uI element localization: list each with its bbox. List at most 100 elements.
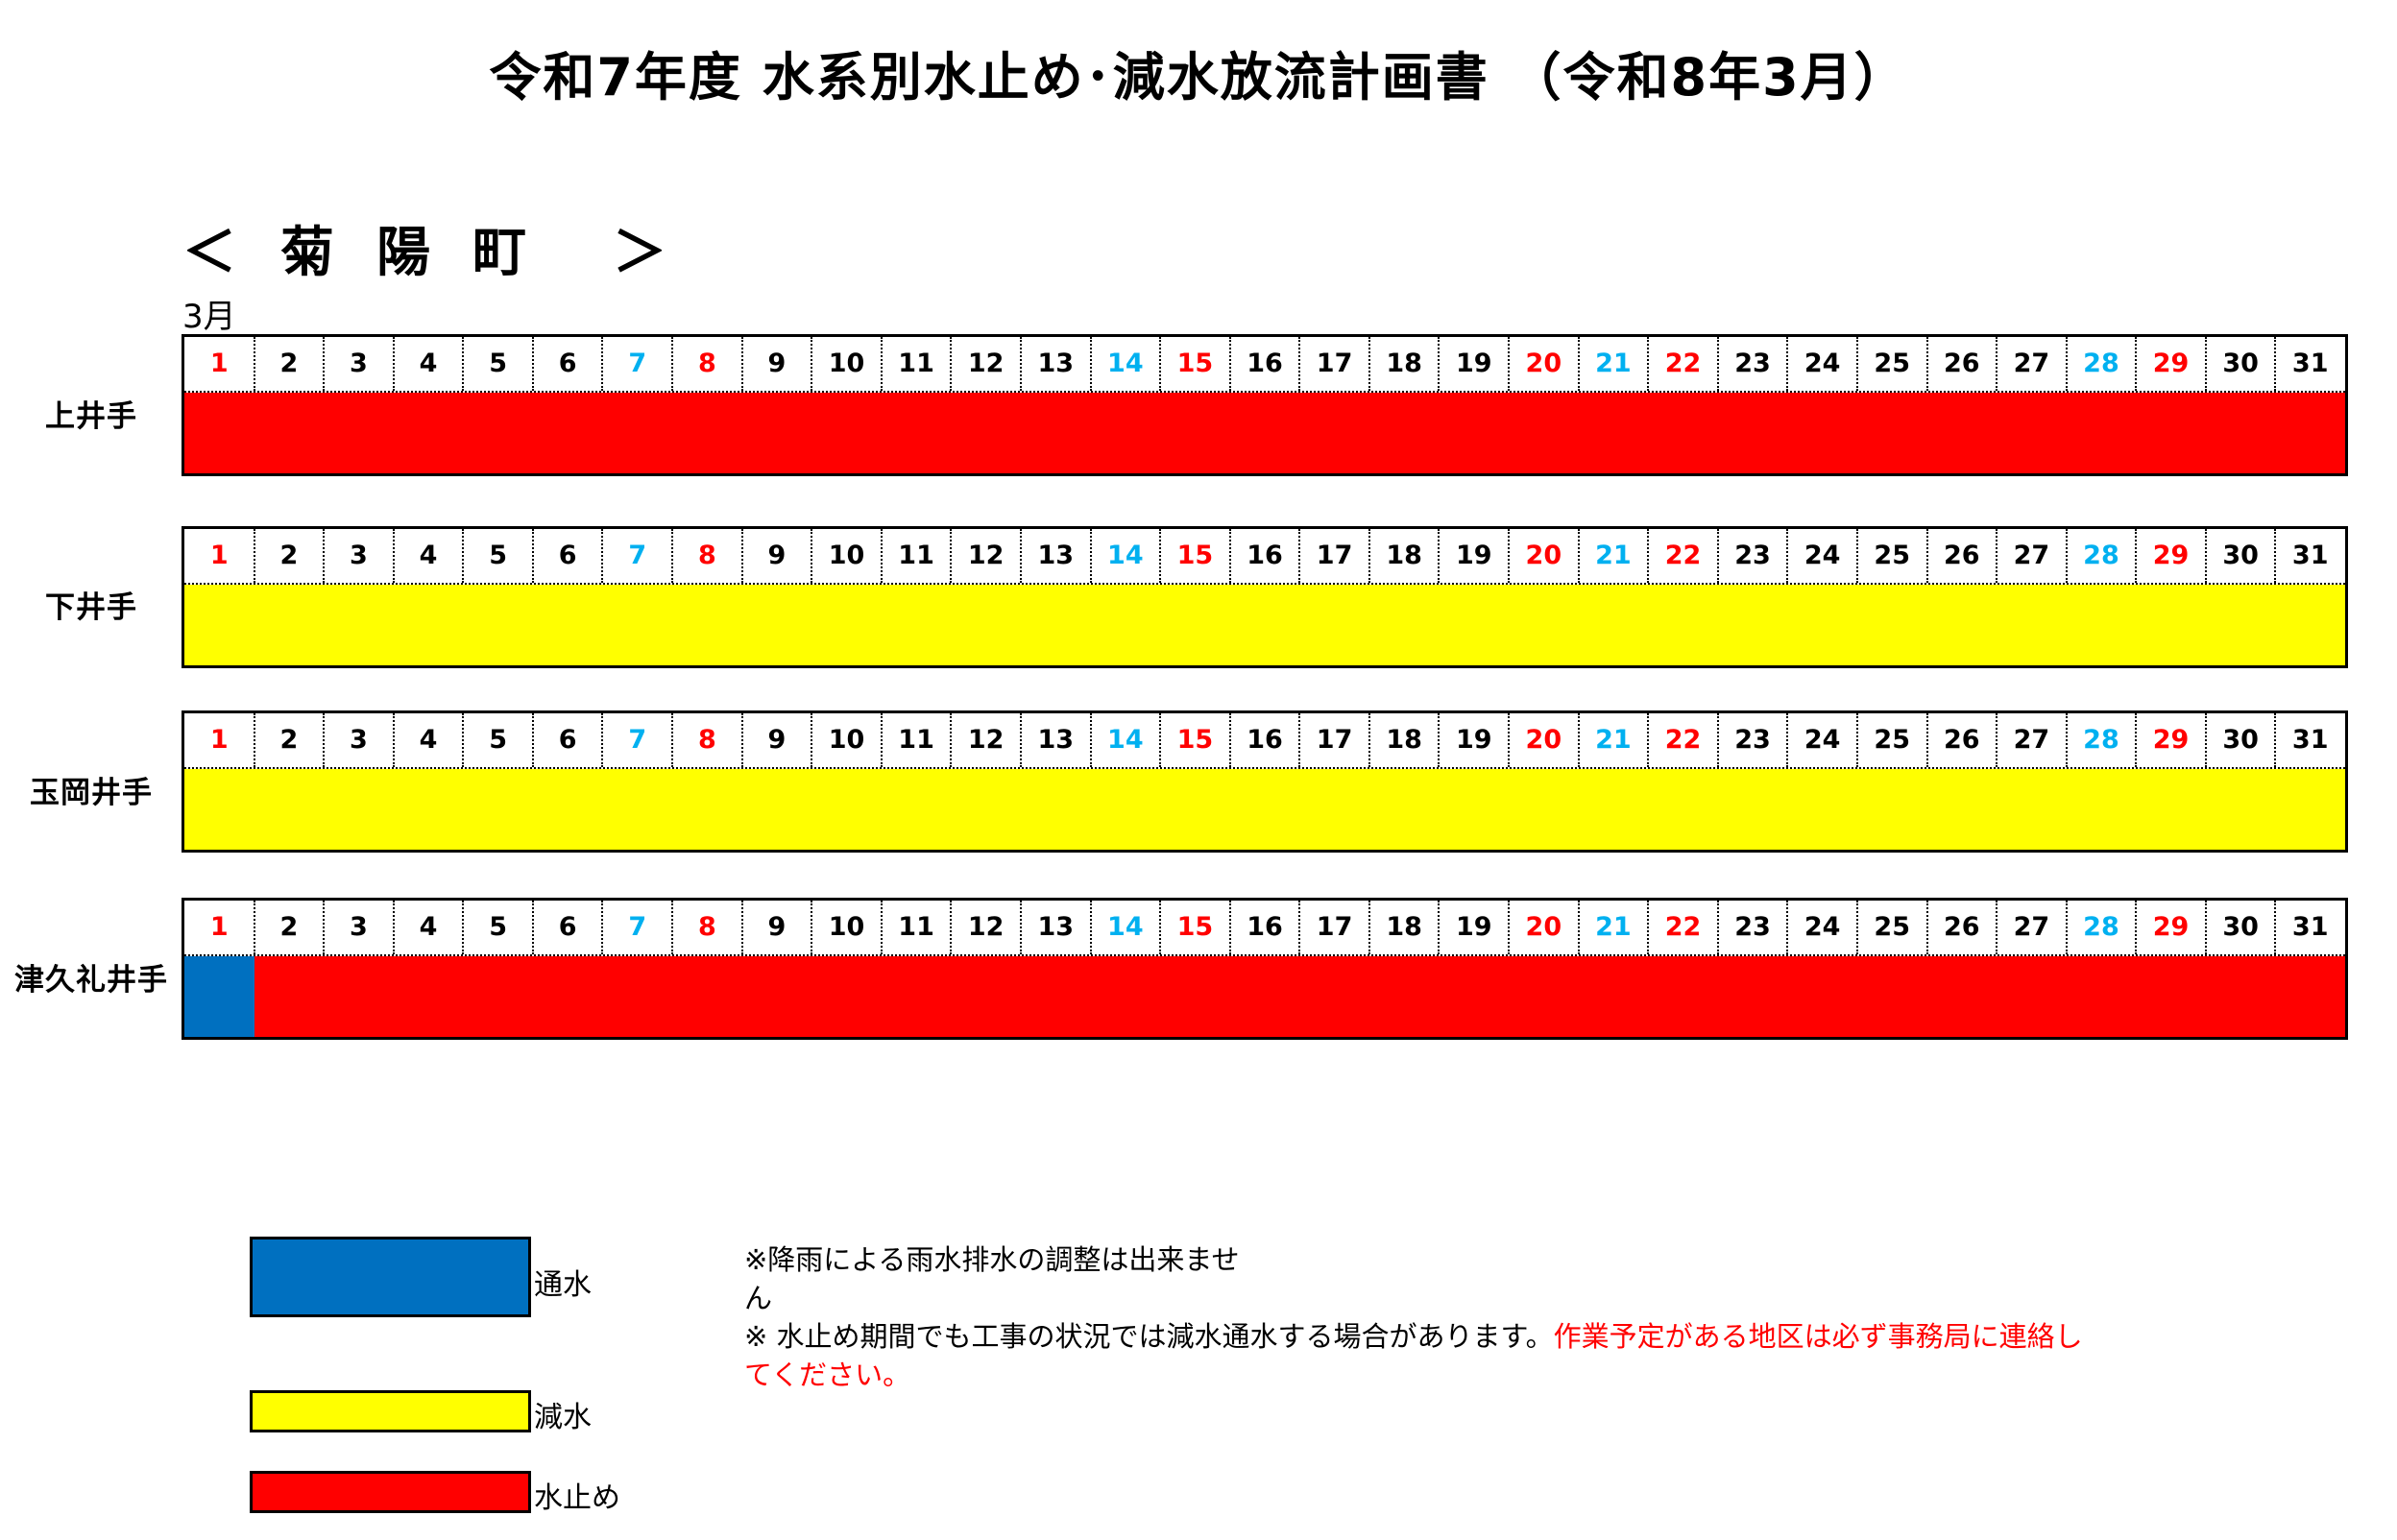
day-status-cell: [1229, 393, 1300, 473]
day-status-cell: [1090, 769, 1161, 850]
day-number: 23: [1734, 912, 1771, 942]
day-status-cell: [2136, 769, 2207, 850]
day-separator: [1786, 901, 1789, 954]
day-status-cell: [184, 956, 255, 1037]
day-separator: [1996, 901, 1998, 954]
day-separator: [1438, 529, 1441, 583]
canal-schedule-bar: 1 2 3 4 5 6 7 8 9 10 11 12 13 14 15 16 17 18 19 20 21 22 23 24 2…: [182, 898, 2348, 1040]
day-separator: [1508, 713, 1511, 767]
day-status-cell: [393, 393, 464, 473]
day-status-cell: [1578, 956, 1649, 1037]
day-separator: [531, 337, 534, 391]
day-number: 8: [697, 725, 716, 755]
day-status-cell: [1090, 956, 1161, 1037]
day-number: 7: [628, 349, 647, 378]
day-number: 28: [2083, 912, 2119, 942]
day-number: 3: [350, 541, 368, 570]
day-number: 9: [767, 349, 787, 378]
day-number: 29: [2152, 725, 2190, 755]
day-separator: [1228, 337, 1231, 391]
day-separator: [740, 713, 743, 767]
day-number: 23: [1734, 541, 1771, 570]
day-status-cell: [1717, 585, 1788, 665]
day-status-cell: [1717, 956, 1788, 1037]
day-status-cell: [1997, 393, 2068, 473]
day-status-cell: [324, 393, 395, 473]
day-status-cell: [1717, 393, 1788, 473]
day-status-cell: [1648, 956, 1719, 1037]
note-work-red-1: 作業予定がある地区は必ず事務局に連絡し: [1553, 1320, 2083, 1353]
day-separator: [811, 337, 813, 391]
day-number: 6: [558, 349, 577, 378]
day-status-cell: [2205, 393, 2276, 473]
day-separator: [2204, 901, 2207, 954]
day-number: 25: [1874, 541, 1910, 570]
day-number: 30: [2222, 349, 2259, 378]
day-separator: [462, 713, 465, 767]
day-status-cell: [1997, 956, 2068, 1037]
day-number: 4: [419, 541, 438, 570]
day-separator: [1228, 713, 1231, 767]
day-separator: [2065, 901, 2068, 954]
day-separator: [1647, 713, 1650, 767]
day-separator: [2135, 529, 2138, 583]
day-status-cell: [324, 769, 395, 850]
day-separator: [1508, 901, 1511, 954]
day-number: 30: [2222, 725, 2259, 755]
day-number: 4: [419, 349, 438, 378]
day-status-cell: [1439, 769, 1510, 850]
day-status-cell: [2275, 956, 2345, 1037]
day-status-cell: [1787, 956, 1858, 1037]
day-status-cell: [2066, 956, 2137, 1037]
day-number: 18: [1386, 725, 1422, 755]
day-separator: [462, 529, 465, 583]
day-status-cell: [741, 956, 812, 1037]
day-number: 17: [1316, 541, 1353, 570]
day-status-cell: [1229, 769, 1300, 850]
day-separator: [950, 901, 953, 954]
day-separator: [1368, 529, 1370, 583]
day-separator: [1438, 337, 1441, 391]
day-number: 2: [279, 725, 299, 755]
day-status-cell: [1856, 956, 1927, 1037]
day-number: 19: [1455, 912, 1492, 942]
day-number: 29: [2152, 541, 2190, 570]
day-number: 3: [350, 912, 368, 942]
day-separator: [323, 713, 326, 767]
day-number: 25: [1874, 725, 1910, 755]
day-status-cell: [1439, 393, 1510, 473]
day-separator: [1855, 529, 1858, 583]
day-status-cell: [1090, 585, 1161, 665]
day-status-cell: [1926, 769, 1998, 850]
day-number: 12: [967, 725, 1005, 755]
month-label: 3月: [182, 298, 236, 336]
day-separator: [1019, 713, 1022, 767]
day-number: 5: [489, 541, 507, 570]
day-status-cell: [1299, 769, 1370, 850]
day-status-cell: [602, 769, 673, 850]
day-status-cell: [811, 585, 883, 665]
day-number: 7: [628, 541, 647, 570]
day-number: 3: [350, 349, 368, 378]
region-name: 菊陽町: [280, 222, 569, 284]
day-status-cell: [1020, 393, 1092, 473]
day-status-cell: [602, 956, 673, 1037]
day-status-cell: [1368, 393, 1440, 473]
day-number: 3: [350, 725, 368, 755]
day-number: 18: [1386, 541, 1422, 570]
day-number: 20: [1525, 912, 1562, 942]
day-separator: [1716, 529, 1719, 583]
day-separator: [253, 529, 255, 583]
header-divider: [184, 391, 2345, 393]
canal-label: 玉岡井手: [30, 776, 153, 810]
day-separator: [2135, 901, 2138, 954]
day-separator: [323, 901, 326, 954]
day-separator: [740, 529, 743, 583]
day-number: 6: [558, 912, 577, 942]
day-number: 24: [1804, 912, 1841, 942]
day-number: 2: [279, 541, 299, 570]
day-status-cell: [1578, 393, 1649, 473]
day-separator: [1298, 901, 1301, 954]
legend-swatch-reduced: [250, 1390, 531, 1432]
day-separator: [1925, 529, 1928, 583]
